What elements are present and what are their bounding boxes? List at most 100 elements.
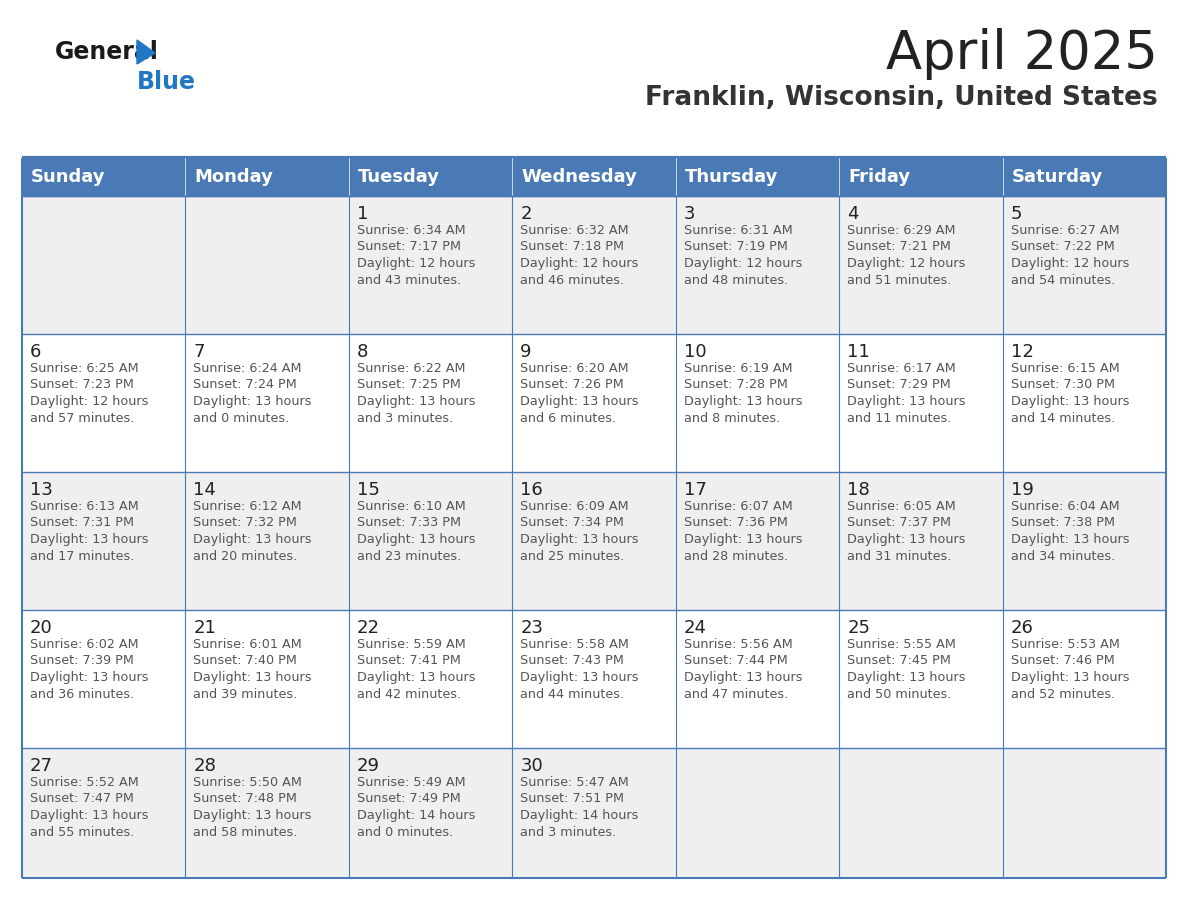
Text: 30: 30 bbox=[520, 757, 543, 775]
Text: and 17 minutes.: and 17 minutes. bbox=[30, 550, 134, 563]
Text: Sunset: 7:24 PM: Sunset: 7:24 PM bbox=[194, 378, 297, 391]
Text: Daylight: 13 hours: Daylight: 13 hours bbox=[847, 671, 966, 684]
Text: 18: 18 bbox=[847, 481, 870, 499]
Text: Sunset: 7:28 PM: Sunset: 7:28 PM bbox=[684, 378, 788, 391]
Bar bbox=[1003, 158, 1165, 196]
Bar bbox=[23, 196, 1165, 334]
Bar bbox=[23, 472, 1165, 610]
Text: Daylight: 13 hours: Daylight: 13 hours bbox=[194, 809, 312, 822]
Text: Monday: Monday bbox=[195, 168, 273, 186]
Text: Daylight: 13 hours: Daylight: 13 hours bbox=[847, 533, 966, 546]
Text: and 23 minutes.: and 23 minutes. bbox=[356, 550, 461, 563]
Text: 1: 1 bbox=[356, 205, 368, 223]
Text: Sunset: 7:21 PM: Sunset: 7:21 PM bbox=[847, 241, 952, 253]
Text: 15: 15 bbox=[356, 481, 380, 499]
Text: Daylight: 12 hours: Daylight: 12 hours bbox=[1011, 257, 1129, 270]
Bar bbox=[349, 158, 512, 196]
Text: 19: 19 bbox=[1011, 481, 1034, 499]
Text: Sunrise: 6:10 AM: Sunrise: 6:10 AM bbox=[356, 500, 466, 513]
Text: Sunrise: 6:31 AM: Sunrise: 6:31 AM bbox=[684, 224, 792, 237]
Text: 29: 29 bbox=[356, 757, 380, 775]
Text: 7: 7 bbox=[194, 343, 204, 361]
Text: and 52 minutes.: and 52 minutes. bbox=[1011, 688, 1114, 700]
Text: Thursday: Thursday bbox=[684, 168, 778, 186]
Text: Sunrise: 5:47 AM: Sunrise: 5:47 AM bbox=[520, 776, 628, 789]
Text: and 39 minutes.: and 39 minutes. bbox=[194, 688, 298, 700]
Bar bbox=[23, 748, 1165, 878]
Text: Franklin, Wisconsin, United States: Franklin, Wisconsin, United States bbox=[645, 85, 1158, 111]
Text: Daylight: 13 hours: Daylight: 13 hours bbox=[520, 671, 639, 684]
Text: Daylight: 13 hours: Daylight: 13 hours bbox=[194, 395, 312, 408]
Text: Sunset: 7:40 PM: Sunset: 7:40 PM bbox=[194, 655, 297, 667]
Text: Daylight: 12 hours: Daylight: 12 hours bbox=[847, 257, 966, 270]
Text: and 42 minutes.: and 42 minutes. bbox=[356, 688, 461, 700]
Text: Sunrise: 6:32 AM: Sunrise: 6:32 AM bbox=[520, 224, 628, 237]
Text: Daylight: 12 hours: Daylight: 12 hours bbox=[520, 257, 639, 270]
Bar bbox=[839, 158, 1003, 196]
Text: Daylight: 13 hours: Daylight: 13 hours bbox=[1011, 671, 1129, 684]
Polygon shape bbox=[137, 40, 154, 64]
Text: Sunrise: 6:07 AM: Sunrise: 6:07 AM bbox=[684, 500, 792, 513]
Text: Sunset: 7:51 PM: Sunset: 7:51 PM bbox=[520, 792, 624, 805]
Text: Daylight: 13 hours: Daylight: 13 hours bbox=[194, 671, 312, 684]
Text: and 31 minutes.: and 31 minutes. bbox=[847, 550, 952, 563]
Text: and 3 minutes.: and 3 minutes. bbox=[356, 411, 453, 424]
Text: General: General bbox=[55, 40, 159, 64]
Text: and 47 minutes.: and 47 minutes. bbox=[684, 688, 788, 700]
Text: Daylight: 13 hours: Daylight: 13 hours bbox=[30, 533, 148, 546]
Text: Sunset: 7:38 PM: Sunset: 7:38 PM bbox=[1011, 517, 1114, 530]
Text: 6: 6 bbox=[30, 343, 42, 361]
Text: Sunrise: 5:52 AM: Sunrise: 5:52 AM bbox=[30, 776, 139, 789]
Text: Daylight: 13 hours: Daylight: 13 hours bbox=[847, 395, 966, 408]
Text: Sunset: 7:39 PM: Sunset: 7:39 PM bbox=[30, 655, 134, 667]
Text: Blue: Blue bbox=[137, 70, 196, 94]
Text: Sunset: 7:49 PM: Sunset: 7:49 PM bbox=[356, 792, 461, 805]
Text: Sunrise: 6:25 AM: Sunrise: 6:25 AM bbox=[30, 362, 139, 375]
Text: Daylight: 13 hours: Daylight: 13 hours bbox=[30, 671, 148, 684]
Text: Sunset: 7:30 PM: Sunset: 7:30 PM bbox=[1011, 378, 1114, 391]
Text: 17: 17 bbox=[684, 481, 707, 499]
Text: Sunset: 7:44 PM: Sunset: 7:44 PM bbox=[684, 655, 788, 667]
Text: Sunset: 7:43 PM: Sunset: 7:43 PM bbox=[520, 655, 624, 667]
Text: Sunset: 7:31 PM: Sunset: 7:31 PM bbox=[30, 517, 134, 530]
Text: and 28 minutes.: and 28 minutes. bbox=[684, 550, 788, 563]
Text: Sunset: 7:47 PM: Sunset: 7:47 PM bbox=[30, 792, 134, 805]
Text: Sunset: 7:37 PM: Sunset: 7:37 PM bbox=[847, 517, 952, 530]
Text: 8: 8 bbox=[356, 343, 368, 361]
Text: Sunset: 7:33 PM: Sunset: 7:33 PM bbox=[356, 517, 461, 530]
Text: Daylight: 13 hours: Daylight: 13 hours bbox=[356, 533, 475, 546]
Text: 5: 5 bbox=[1011, 205, 1022, 223]
Text: Wednesday: Wednesday bbox=[522, 168, 637, 186]
Text: Daylight: 13 hours: Daylight: 13 hours bbox=[1011, 533, 1129, 546]
Text: Sunset: 7:48 PM: Sunset: 7:48 PM bbox=[194, 792, 297, 805]
Text: Sunset: 7:19 PM: Sunset: 7:19 PM bbox=[684, 241, 788, 253]
Text: Sunset: 7:17 PM: Sunset: 7:17 PM bbox=[356, 241, 461, 253]
Text: 22: 22 bbox=[356, 619, 380, 637]
Text: and 46 minutes.: and 46 minutes. bbox=[520, 274, 625, 286]
Text: Sunset: 7:25 PM: Sunset: 7:25 PM bbox=[356, 378, 461, 391]
Text: Daylight: 13 hours: Daylight: 13 hours bbox=[684, 533, 802, 546]
Text: Sunrise: 5:55 AM: Sunrise: 5:55 AM bbox=[847, 638, 956, 651]
Bar bbox=[676, 158, 839, 196]
Text: Sunrise: 5:58 AM: Sunrise: 5:58 AM bbox=[520, 638, 630, 651]
Text: Daylight: 13 hours: Daylight: 13 hours bbox=[356, 671, 475, 684]
Text: Sunrise: 5:59 AM: Sunrise: 5:59 AM bbox=[356, 638, 466, 651]
Text: 3: 3 bbox=[684, 205, 695, 223]
Text: Daylight: 14 hours: Daylight: 14 hours bbox=[520, 809, 639, 822]
Text: and 57 minutes.: and 57 minutes. bbox=[30, 411, 134, 424]
Bar bbox=[512, 158, 676, 196]
Text: Sunrise: 6:04 AM: Sunrise: 6:04 AM bbox=[1011, 500, 1119, 513]
Text: Daylight: 12 hours: Daylight: 12 hours bbox=[684, 257, 802, 270]
Text: Daylight: 13 hours: Daylight: 13 hours bbox=[1011, 395, 1129, 408]
Text: 26: 26 bbox=[1011, 619, 1034, 637]
Text: Sunrise: 5:50 AM: Sunrise: 5:50 AM bbox=[194, 776, 302, 789]
Text: Sunrise: 6:22 AM: Sunrise: 6:22 AM bbox=[356, 362, 466, 375]
Text: 23: 23 bbox=[520, 619, 543, 637]
Text: Sunrise: 6:29 AM: Sunrise: 6:29 AM bbox=[847, 224, 955, 237]
Text: and 3 minutes.: and 3 minutes. bbox=[520, 825, 617, 838]
Text: Sunrise: 6:17 AM: Sunrise: 6:17 AM bbox=[847, 362, 956, 375]
Text: Daylight: 13 hours: Daylight: 13 hours bbox=[684, 395, 802, 408]
Text: Daylight: 14 hours: Daylight: 14 hours bbox=[356, 809, 475, 822]
Text: Sunrise: 5:49 AM: Sunrise: 5:49 AM bbox=[356, 776, 466, 789]
Text: Daylight: 13 hours: Daylight: 13 hours bbox=[356, 395, 475, 408]
